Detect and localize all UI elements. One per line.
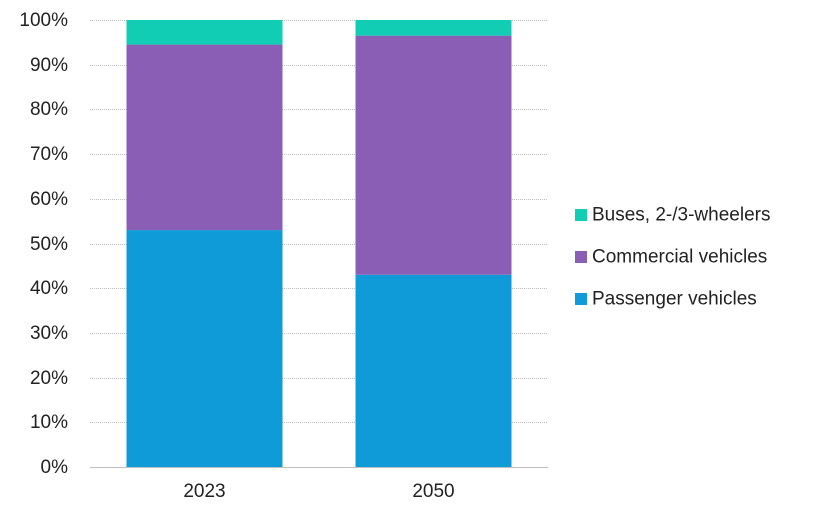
legend-swatch bbox=[575, 251, 587, 263]
y-tick-label: 60% bbox=[30, 189, 68, 210]
legend-label: Commercial vehicles bbox=[592, 247, 767, 268]
bar-segment bbox=[355, 274, 512, 467]
x-axis: 2023 2050 bbox=[90, 467, 548, 502]
y-tick-label: 90% bbox=[30, 55, 68, 76]
y-tick-label: 70% bbox=[30, 144, 68, 165]
bar-segment bbox=[355, 20, 512, 36]
y-tick-label: 10% bbox=[30, 412, 68, 433]
bar-segment bbox=[126, 44, 283, 231]
bars bbox=[126, 20, 512, 467]
legend-label: Buses, 2-/3-wheelers bbox=[592, 205, 770, 226]
bar-segment bbox=[355, 35, 512, 275]
y-axis: 0% 10% 20% 30% 40% 50% 60% 70% 80% 90% 100% bbox=[19, 10, 68, 478]
bar-segment bbox=[126, 20, 283, 45]
x-tick-label: 2050 bbox=[412, 481, 454, 502]
legend-swatch bbox=[575, 209, 587, 221]
legend-label: Passenger vehicles bbox=[592, 289, 757, 310]
y-tick-label: 80% bbox=[30, 99, 68, 120]
bar-segment bbox=[126, 230, 283, 467]
y-tick-label: 100% bbox=[19, 10, 68, 31]
y-tick-label: 30% bbox=[30, 323, 68, 344]
y-tick-label: 20% bbox=[30, 368, 68, 389]
y-tick-label: 40% bbox=[30, 278, 68, 299]
y-tick-label: 0% bbox=[41, 457, 69, 478]
x-tick-label: 2023 bbox=[183, 481, 225, 502]
legend-swatch bbox=[575, 293, 587, 305]
legend: Buses, 2-/3-wheelers Commercial vehicles P… bbox=[575, 205, 770, 310]
y-tick-label: 50% bbox=[30, 234, 68, 255]
